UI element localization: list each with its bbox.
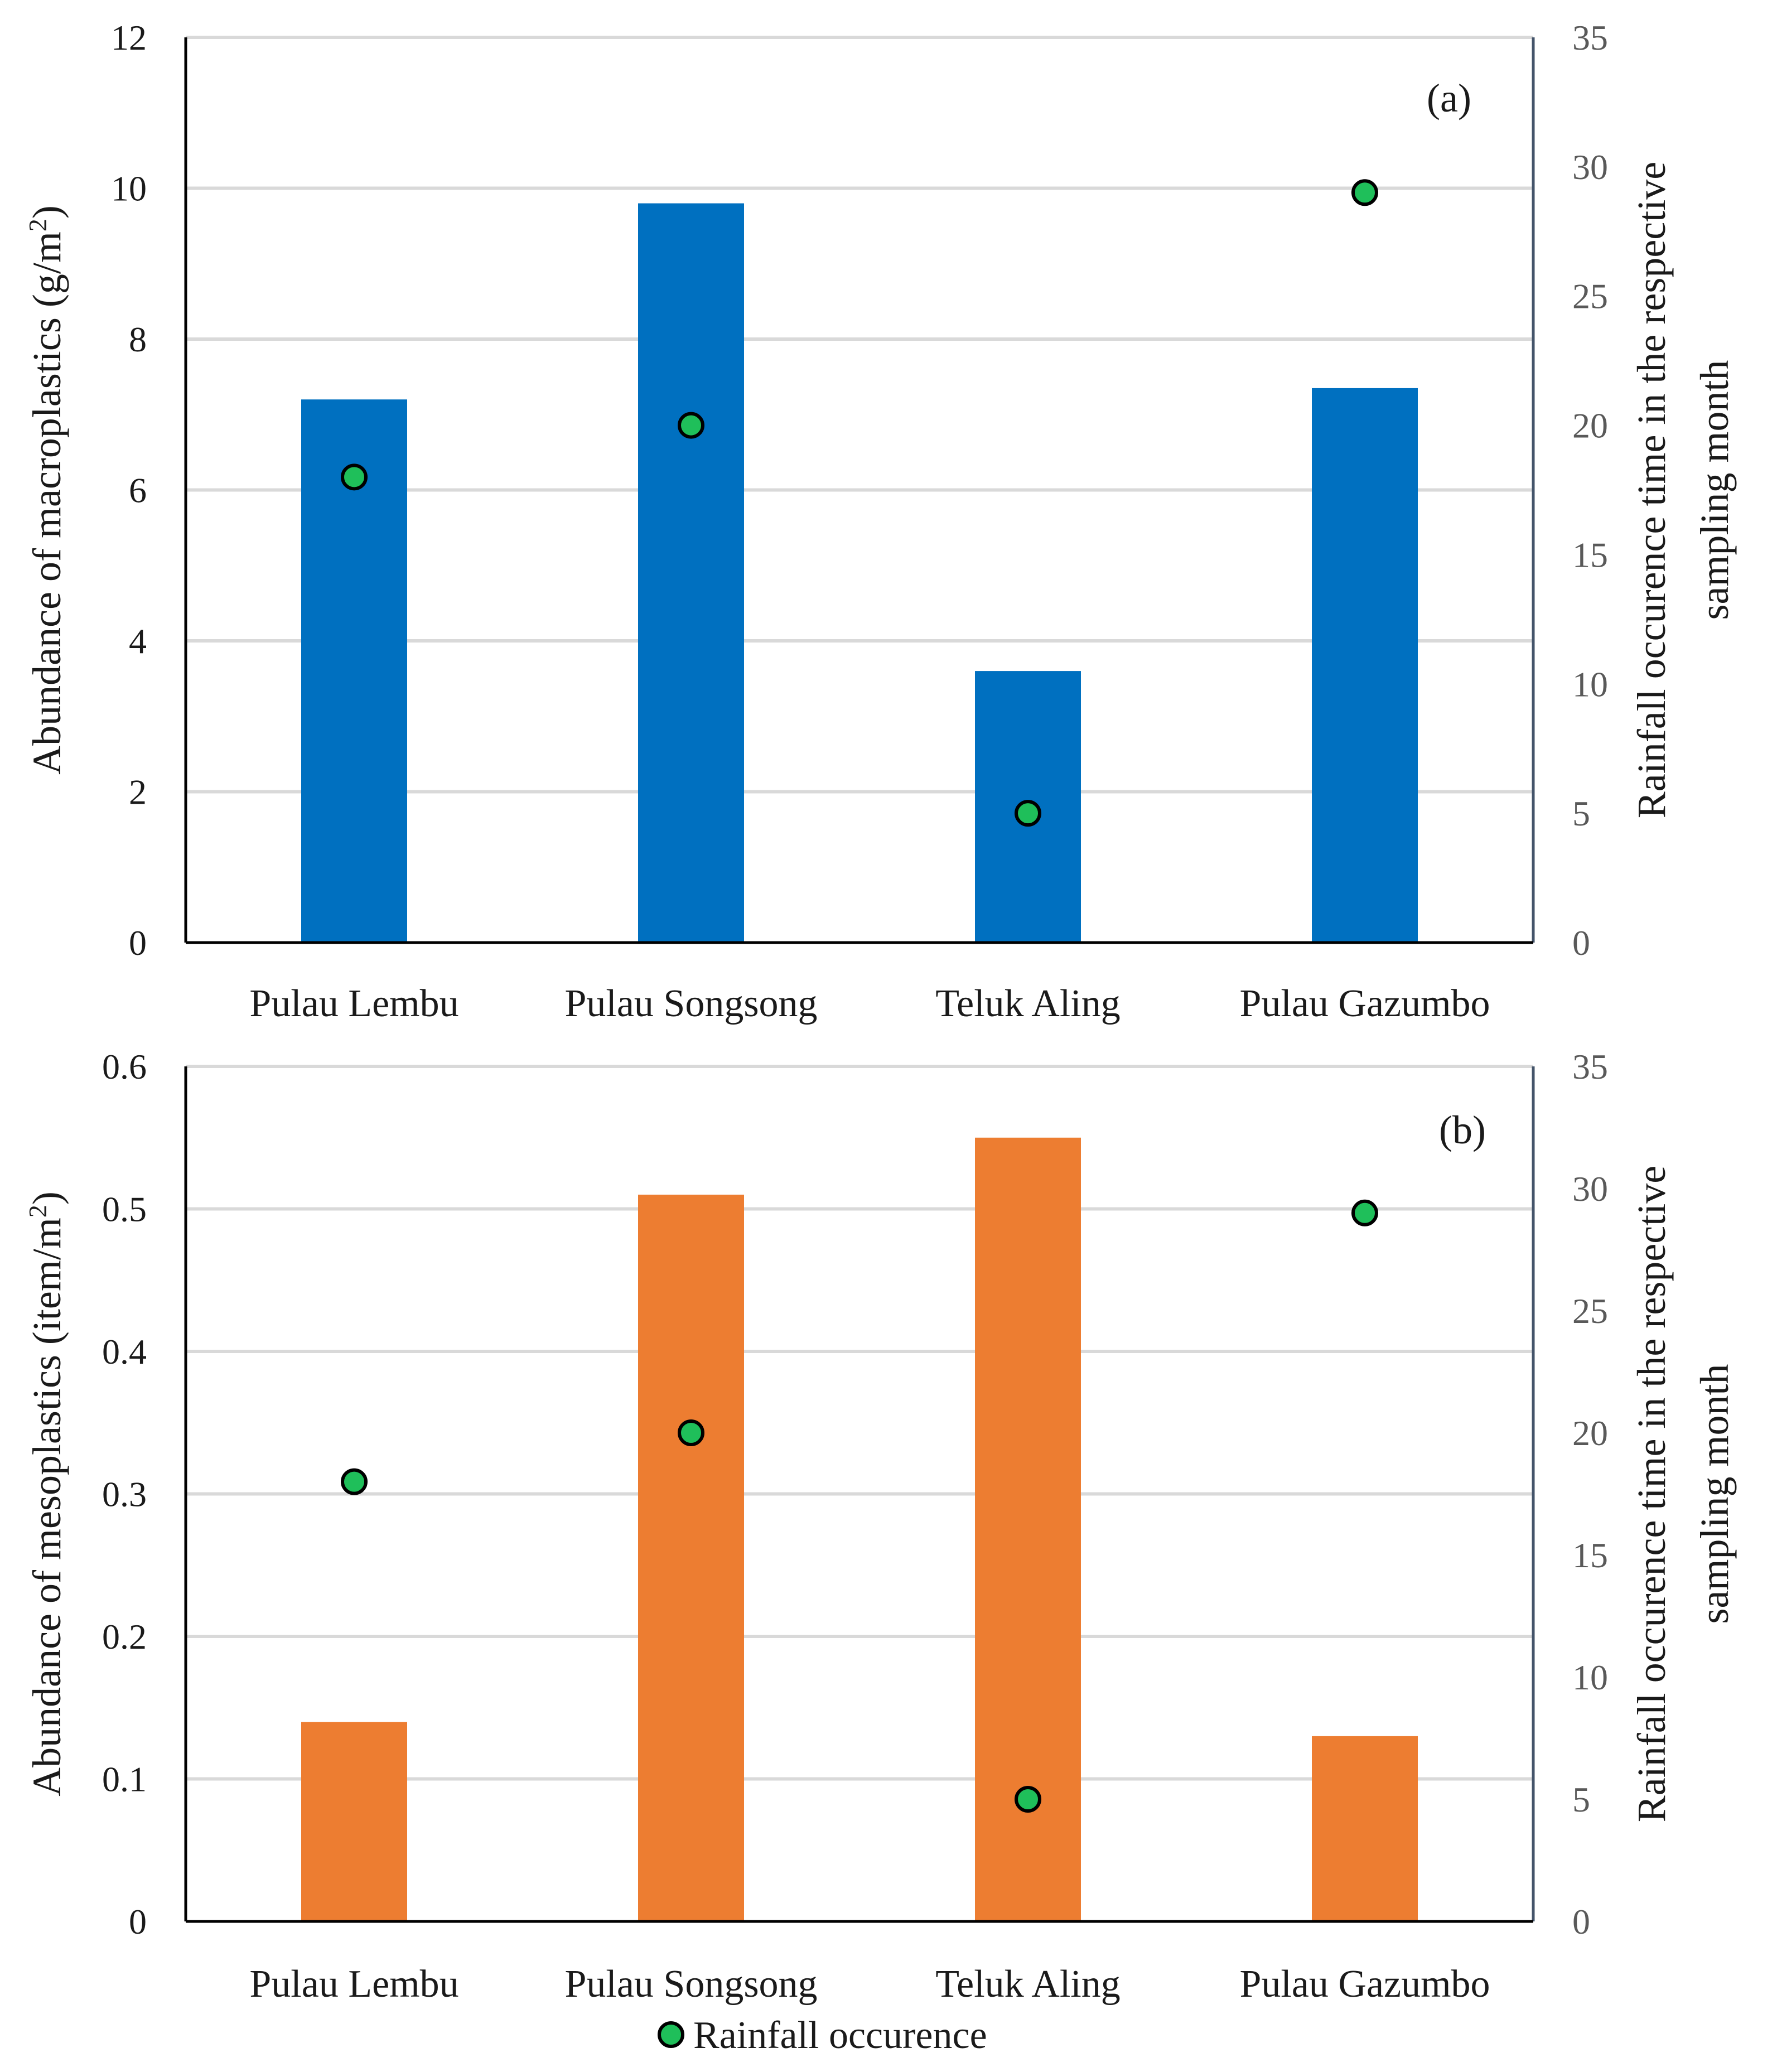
y-tick-label: 0.5 [102, 1190, 147, 1229]
x-category-label: Teluk Aling [935, 982, 1120, 1025]
x-category-label: Pulau Lembu [249, 1963, 458, 2006]
y2-axis-label-line1: Rainfall occurence time in the respectiv… [1629, 162, 1674, 818]
bar [301, 1722, 407, 1921]
x-category-label: Pulau Gazumbo [1239, 982, 1490, 1025]
y2-tick-label: 35 [1572, 18, 1608, 57]
y-tick-label: 2 [129, 772, 147, 812]
rainfall-point [1351, 179, 1378, 206]
y-tick-label: 12 [111, 18, 147, 57]
y2-tick-label: 0 [1572, 1902, 1590, 1941]
y2-tick-label: 30 [1572, 147, 1608, 187]
x-category-label: Pulau Songsong [564, 982, 817, 1025]
y-tick-label: 0.6 [102, 1047, 147, 1086]
legend: Rainfall occurence [658, 2014, 987, 2057]
y-tick-label: 0 [129, 923, 147, 963]
x-category-label: Teluk Aling [935, 1963, 1120, 2006]
y2-axis-label-line2: sampling month [1692, 1364, 1737, 1624]
y2-tick-label: 25 [1572, 1291, 1608, 1331]
y2-tick-label: 15 [1572, 1535, 1608, 1575]
y-tick-label: 4 [129, 621, 147, 661]
y-axis-label-close: ) [25, 205, 69, 219]
panel-label: (b) [1439, 1108, 1486, 1152]
y-axis-label-text: Abundance of mesoplastics (item/m [25, 1218, 69, 1796]
legend-rainfall-marker [658, 2021, 684, 2048]
bar [638, 1194, 744, 1921]
y2-tick-label: 30 [1572, 1169, 1608, 1209]
bar [1312, 1736, 1418, 1921]
x-category-label: Pulau Lembu [249, 982, 458, 1025]
panel-a: 0 2 4 6 8 10 12 0 5 10 15 20 25 30 35 Pulau Lembu Pulau … [23, 18, 1737, 1025]
rainfall-point [341, 463, 368, 491]
bar [638, 203, 744, 943]
y-tick-label: 0.1 [102, 1760, 147, 1799]
y-tick-label: 8 [129, 320, 147, 359]
y-axis-label-superscript: 2 [23, 219, 52, 231]
y-axis-label-superscript: 2 [23, 1205, 52, 1218]
rainfall-point [678, 1419, 704, 1446]
y-axis-label-close: ) [25, 1191, 69, 1205]
rainfall-point [1015, 800, 1041, 827]
bar [1312, 388, 1418, 943]
legend-rainfall-label: Rainfall occurence [693, 2014, 987, 2057]
y-axis-label-text: Abundance of macroplastics (g/m [25, 231, 69, 775]
y2-tick-label: 10 [1572, 664, 1608, 704]
y2-tick-label: 20 [1572, 1413, 1608, 1453]
y2-tick-label: 5 [1572, 1780, 1590, 1819]
y2-tick-label: 10 [1572, 1658, 1608, 1697]
x-category-label: Pulau Gazumbo [1239, 1963, 1490, 2006]
y2-axis-label-line2: sampling month [1692, 360, 1737, 620]
y2-tick-label: 15 [1572, 535, 1608, 574]
y2-tick-label: 5 [1572, 794, 1590, 833]
rainfall-point [1351, 1199, 1378, 1226]
y-tick-label: 0 [129, 1902, 147, 1941]
y2-tick-label: 25 [1572, 277, 1608, 316]
y-axis-label: Abundance of macroplastics (g/m2) [23, 205, 70, 775]
x-category-label: Pulau Songsong [564, 1963, 817, 2006]
y2-tick-label: 0 [1572, 923, 1590, 963]
y2-axis-label-line1: Rainfall occurence time in the respectiv… [1629, 1166, 1674, 1822]
rainfall-point [678, 412, 704, 439]
y2-tick-label: 20 [1572, 406, 1608, 446]
y2-tick-label: 35 [1572, 1047, 1608, 1086]
y-axis-label: Abundance of mesoplastics (item/m2) [23, 1191, 70, 1796]
rainfall-point [341, 1468, 368, 1495]
y-tick-label: 0.4 [102, 1332, 147, 1371]
y-tick-label: 6 [129, 471, 147, 510]
y-tick-label: 0.3 [102, 1475, 147, 1514]
panel-label: (a) [1427, 76, 1471, 120]
panel-b: 0 0.1 0.2 0.3 0.4 0.5 0.6 0 5 10 15 20 25 30 35 Pulau L… [23, 1047, 1737, 2006]
rainfall-point [1015, 1786, 1041, 1813]
y-tick-label: 10 [111, 169, 147, 209]
y-tick-label: 0.2 [102, 1617, 147, 1656]
